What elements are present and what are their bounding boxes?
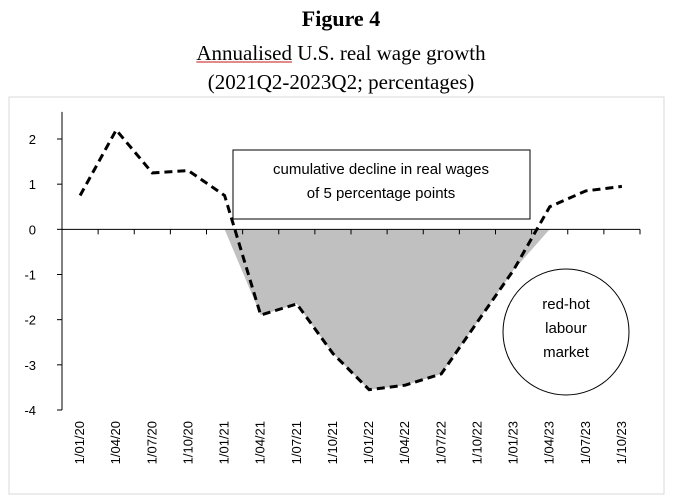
x-tick-label: 1/07/21 xyxy=(289,421,304,464)
annotation-circle-line3: market xyxy=(543,344,590,361)
x-tick-label: 1/10/20 xyxy=(180,421,195,464)
x-tick-label: 1/01/21 xyxy=(217,421,232,464)
x-tick-group: 1/01/20 1/04/20 1/07/20 1/10/20 1/01/21 1/04/… xyxy=(61,229,641,464)
annotation-circle-line1: red-hot xyxy=(542,296,590,313)
annotation-box-line1: cumulative decline in real wages xyxy=(273,161,489,178)
annotation-circle-line2: labour xyxy=(545,320,587,337)
chart-frame xyxy=(8,96,665,495)
x-tick-label: 1/01/20 xyxy=(72,421,87,464)
x-tick-label: 1/04/23 xyxy=(542,421,557,464)
x-tick-label: 1/01/23 xyxy=(506,421,521,464)
y-tick-label: 1 xyxy=(29,177,36,192)
x-tick-label: 1/07/20 xyxy=(144,421,159,464)
x-tick-label: 1/04/20 xyxy=(108,421,123,464)
y-tick-label: -1 xyxy=(24,268,36,283)
x-tick-label: 1/10/21 xyxy=(325,421,340,464)
x-tick-label: 1/07/22 xyxy=(433,421,448,464)
x-tick-label: 1/10/22 xyxy=(469,421,484,464)
chart-subtitle: Annualised U.S. real wage growth xyxy=(0,41,682,66)
y-tick-label: 0 xyxy=(29,222,36,237)
annotation-box xyxy=(232,149,531,220)
x-tick-label: 1/01/22 xyxy=(361,421,376,464)
shaded-decline-area xyxy=(224,229,550,390)
y-tick-group: 2 1 0 -1 -2 -3 -4 xyxy=(24,132,62,418)
subtitle-underlined-word: Annualised xyxy=(196,41,293,65)
y-tick-label: 2 xyxy=(29,132,36,147)
y-tick-label: -4 xyxy=(24,403,36,418)
x-tick-label: 1/04/22 xyxy=(397,421,412,464)
real-wage-growth-line xyxy=(78,127,623,392)
annotation-circle xyxy=(502,268,630,396)
x-tick-label: 1/04/21 xyxy=(253,421,268,464)
x-tick-label: 1/07/23 xyxy=(578,421,593,464)
subtitle-rest: U.S. real wage growth xyxy=(292,41,486,65)
annotation-box-line2: of 5 percentage points xyxy=(307,185,455,202)
y-tick-label: -3 xyxy=(24,358,36,373)
x-tick-label: 1/10/23 xyxy=(614,421,629,464)
figure-label: Figure 4 xyxy=(301,6,381,31)
y-tick-label: -2 xyxy=(24,313,36,328)
chart-subtitle-period: (2021Q2-2023Q2; percentages) xyxy=(207,70,475,94)
